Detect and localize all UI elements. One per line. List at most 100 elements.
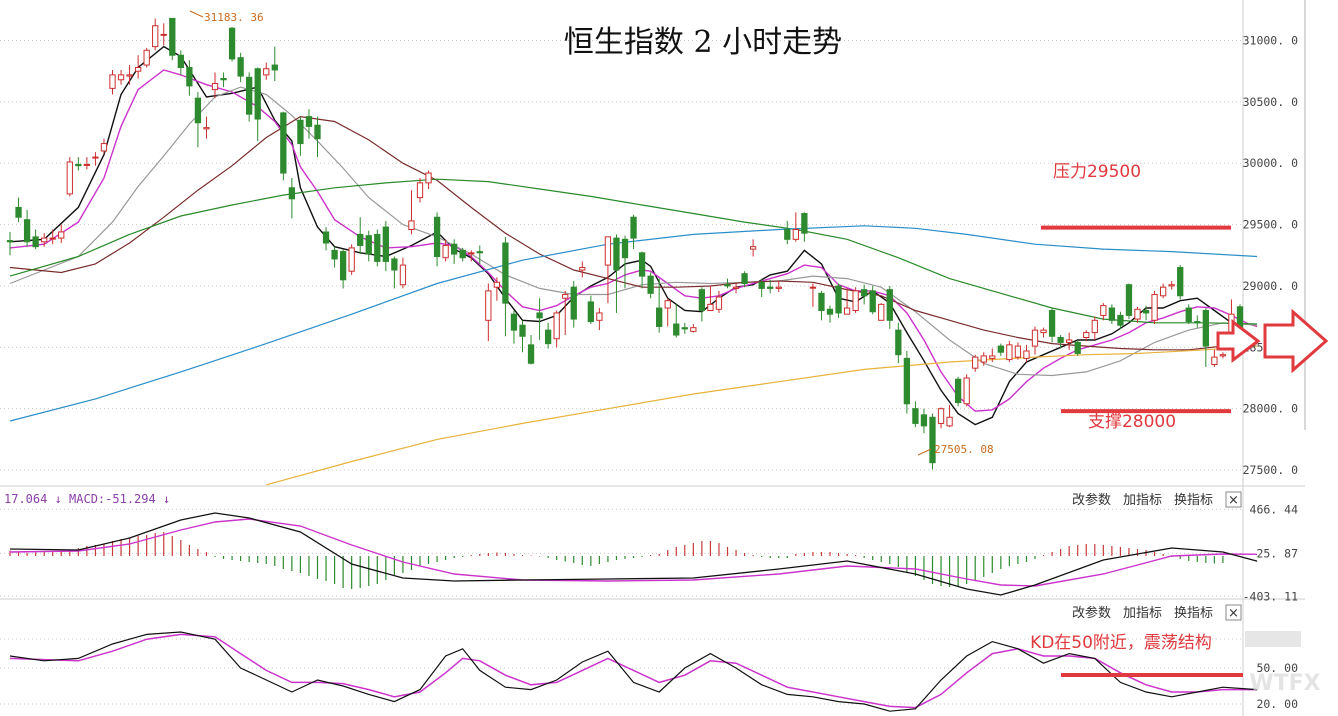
candle-down	[638, 252, 646, 277]
candle-down	[886, 289, 893, 321]
candle-up	[263, 68, 270, 76]
candle-down	[741, 273, 748, 285]
candle-down	[621, 238, 629, 259]
macd-tick-label: 25. 87	[1256, 546, 1298, 560]
candle-up	[1031, 329, 1039, 347]
kd-add-indicator-button[interactable]: 加指标	[1123, 606, 1162, 621]
candle-up	[972, 356, 979, 369]
candle-down	[15, 206, 22, 218]
kd-k-line	[9, 631, 1258, 712]
candle-up	[100, 143, 108, 152]
candle-down	[1074, 341, 1081, 354]
kd-annotation: KD在50附近，震荡结构	[1030, 633, 1212, 653]
macd-edit-params-button[interactable]: 改参数	[1072, 492, 1111, 508]
candle-up	[58, 231, 65, 239]
candle-down	[954, 378, 962, 404]
candle-up	[399, 264, 407, 286]
candle-down	[322, 231, 330, 244]
candle-up	[1066, 339, 1073, 343]
kd-indicator	[9, 631, 1258, 712]
candle-up	[980, 355, 987, 363]
candle-up	[152, 25, 159, 48]
support-label: 支撑28000	[1088, 412, 1176, 432]
macd-add-indicator-button[interactable]: 加指标	[1123, 493, 1162, 508]
candle-down	[630, 216, 637, 239]
price-tick-label: 29500. 0	[1243, 218, 1298, 232]
candle-down	[1117, 314, 1124, 326]
candle-down	[23, 219, 31, 243]
candle-down	[502, 242, 509, 304]
macd-switch-indicator-button[interactable]: 换指标	[1174, 493, 1213, 508]
kd-current-value-box	[1245, 630, 1301, 647]
candle-down	[1108, 307, 1116, 321]
candle-up	[707, 303, 714, 312]
kd-close-button[interactable]: ×	[1225, 604, 1242, 621]
kd-tick-label: 50. 00	[1256, 661, 1298, 675]
price-tick-label: 30000. 0	[1243, 156, 1298, 170]
candle-up	[416, 182, 424, 199]
candle-up	[946, 416, 953, 427]
moving-average-line	[266, 345, 1258, 486]
candle-down	[861, 289, 868, 297]
candle-down	[391, 258, 398, 271]
candle-up	[1159, 286, 1167, 297]
candle-up	[425, 172, 432, 184]
candle-down	[288, 187, 296, 200]
candle-up	[468, 252, 475, 255]
moving-average-line	[9, 225, 1258, 422]
candle-up	[749, 246, 757, 250]
price-tick-label: 28000. 0	[1243, 402, 1298, 416]
candle-down	[895, 329, 902, 356]
candle-down	[339, 251, 347, 281]
macd-indicator	[9, 512, 1258, 596]
candle-down	[177, 54, 184, 68]
kd-switch-indicator-button[interactable]: 换指标	[1174, 606, 1213, 621]
candle-up	[485, 290, 492, 321]
candle-down	[1194, 321, 1201, 324]
candle-down	[1185, 307, 1192, 323]
candle-up	[664, 300, 671, 309]
candle-up	[792, 229, 799, 240]
price-tick-label: 30500. 0	[1243, 95, 1298, 109]
candle-up	[143, 49, 150, 66]
candle-down	[835, 285, 842, 314]
candle-up	[1219, 354, 1227, 357]
candle-down	[758, 281, 765, 289]
candle-up	[1023, 350, 1030, 359]
candle-down	[75, 163, 82, 167]
candle-up	[1006, 344, 1013, 361]
candle-up	[117, 74, 125, 81]
resistance-label: 压力29500	[1053, 162, 1141, 182]
candle-up	[1211, 356, 1218, 365]
candle-down	[331, 249, 338, 260]
candle-down	[459, 249, 466, 259]
candle-up	[553, 312, 560, 340]
candle-up	[109, 74, 116, 89]
low-label: 27505. 08	[934, 443, 994, 456]
candle-down	[1048, 310, 1056, 337]
candle-up	[715, 296, 723, 310]
candle-up	[1014, 345, 1022, 358]
candle-up	[203, 127, 210, 130]
macd-dea-line	[9, 518, 1258, 587]
watermark-logo: WTFX	[1249, 671, 1320, 696]
candle-down	[698, 289, 706, 311]
candle-down	[1142, 310, 1150, 314]
moving-average-line	[9, 178, 1258, 325]
candle-down	[519, 324, 526, 337]
price-tick-label: 27500. 0	[1243, 463, 1298, 477]
kd-edit-params-button[interactable]: 改参数	[1072, 605, 1111, 621]
candle-down	[673, 323, 680, 336]
candle-down	[382, 226, 389, 262]
candle-up	[83, 163, 91, 166]
candle-down	[826, 308, 834, 315]
kd-tick-label: 20. 00	[1256, 697, 1298, 711]
candle-down	[433, 216, 441, 258]
candle-down	[476, 251, 483, 254]
candle-down	[451, 243, 458, 255]
macd-close-button[interactable]: ×	[1225, 491, 1242, 508]
candles	[6, 17, 1244, 470]
macd-dif-line	[9, 512, 1258, 596]
candle-down	[613, 237, 620, 271]
